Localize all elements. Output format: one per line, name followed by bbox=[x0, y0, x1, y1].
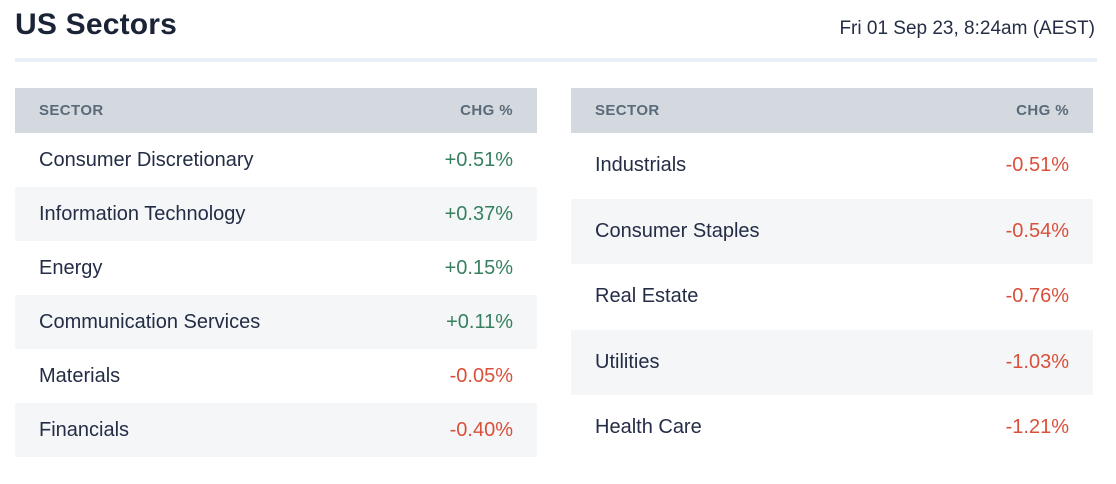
widget-header: US Sectors Fri 01 Sep 23, 8:24am (AEST) bbox=[15, 8, 1095, 42]
page-title: US Sectors bbox=[15, 8, 178, 41]
header-sector-label: SECTOR bbox=[595, 102, 660, 119]
header-sector-label: SECTOR bbox=[39, 102, 104, 119]
sector-name: Real Estate bbox=[595, 285, 699, 308]
table-row: Utilities -1.03% bbox=[571, 329, 1093, 395]
sector-change: -0.40% bbox=[449, 418, 513, 441]
sector-change: +0.15% bbox=[444, 256, 513, 279]
table-header: SECTOR CHG % bbox=[571, 88, 1093, 133]
sector-change: +0.11% bbox=[446, 310, 513, 333]
us-sectors-widget: US Sectors Fri 01 Sep 23, 8:24am (AEST) … bbox=[15, 8, 1097, 461]
sector-name: Financials bbox=[39, 418, 130, 441]
sector-name: Consumer Discretionary bbox=[39, 148, 254, 171]
sector-name: Health Care bbox=[595, 416, 702, 439]
table-row: Financials -0.40% bbox=[15, 403, 537, 457]
sector-change: -1.21% bbox=[1005, 416, 1069, 439]
table-header: SECTOR CHG % bbox=[15, 88, 537, 133]
sector-table-losers: SECTOR CHG % Industrials -0.51% Consumer… bbox=[571, 88, 1093, 461]
table-row: Materials -0.05% bbox=[15, 349, 537, 403]
sector-name: Information Technology bbox=[39, 202, 246, 225]
header-chg-label: CHG % bbox=[460, 102, 513, 119]
sector-change: -0.51% bbox=[1005, 154, 1069, 177]
sector-table-gainers: SECTOR CHG % Consumer Discretionary +0.5… bbox=[15, 88, 537, 461]
sector-name: Materials bbox=[39, 364, 121, 387]
header-chg-label: CHG % bbox=[1016, 102, 1069, 119]
sector-name: Industrials bbox=[595, 154, 687, 177]
sector-change: +0.37% bbox=[444, 202, 513, 225]
sector-change: -0.05% bbox=[449, 364, 513, 387]
sector-name: Utilities bbox=[595, 350, 660, 373]
sector-name: Communication Services bbox=[39, 310, 261, 333]
title-divider bbox=[15, 58, 1097, 62]
table-row: Energy +0.15% bbox=[15, 241, 537, 295]
sector-change: -1.03% bbox=[1005, 350, 1069, 373]
sector-name: Energy bbox=[39, 256, 103, 279]
sector-tables: SECTOR CHG % Consumer Discretionary +0.5… bbox=[15, 88, 1093, 461]
table-row: Information Technology +0.37% bbox=[15, 187, 537, 241]
sector-change: -0.76% bbox=[1005, 285, 1069, 308]
table-row: Consumer Discretionary +0.51% bbox=[15, 133, 537, 187]
table-row: Real Estate -0.76% bbox=[571, 264, 1093, 330]
table-row: Communication Services +0.11% bbox=[15, 295, 537, 349]
sector-name: Consumer Staples bbox=[595, 219, 760, 242]
sector-change: +0.51% bbox=[444, 148, 513, 171]
table-row: Consumer Staples -0.54% bbox=[571, 198, 1093, 264]
table-row: Health Care -1.21% bbox=[571, 395, 1093, 461]
table-row: Industrials -0.51% bbox=[571, 133, 1093, 199]
sector-change: -0.54% bbox=[1005, 219, 1069, 242]
timestamp: Fri 01 Sep 23, 8:24am (AEST) bbox=[839, 18, 1095, 39]
